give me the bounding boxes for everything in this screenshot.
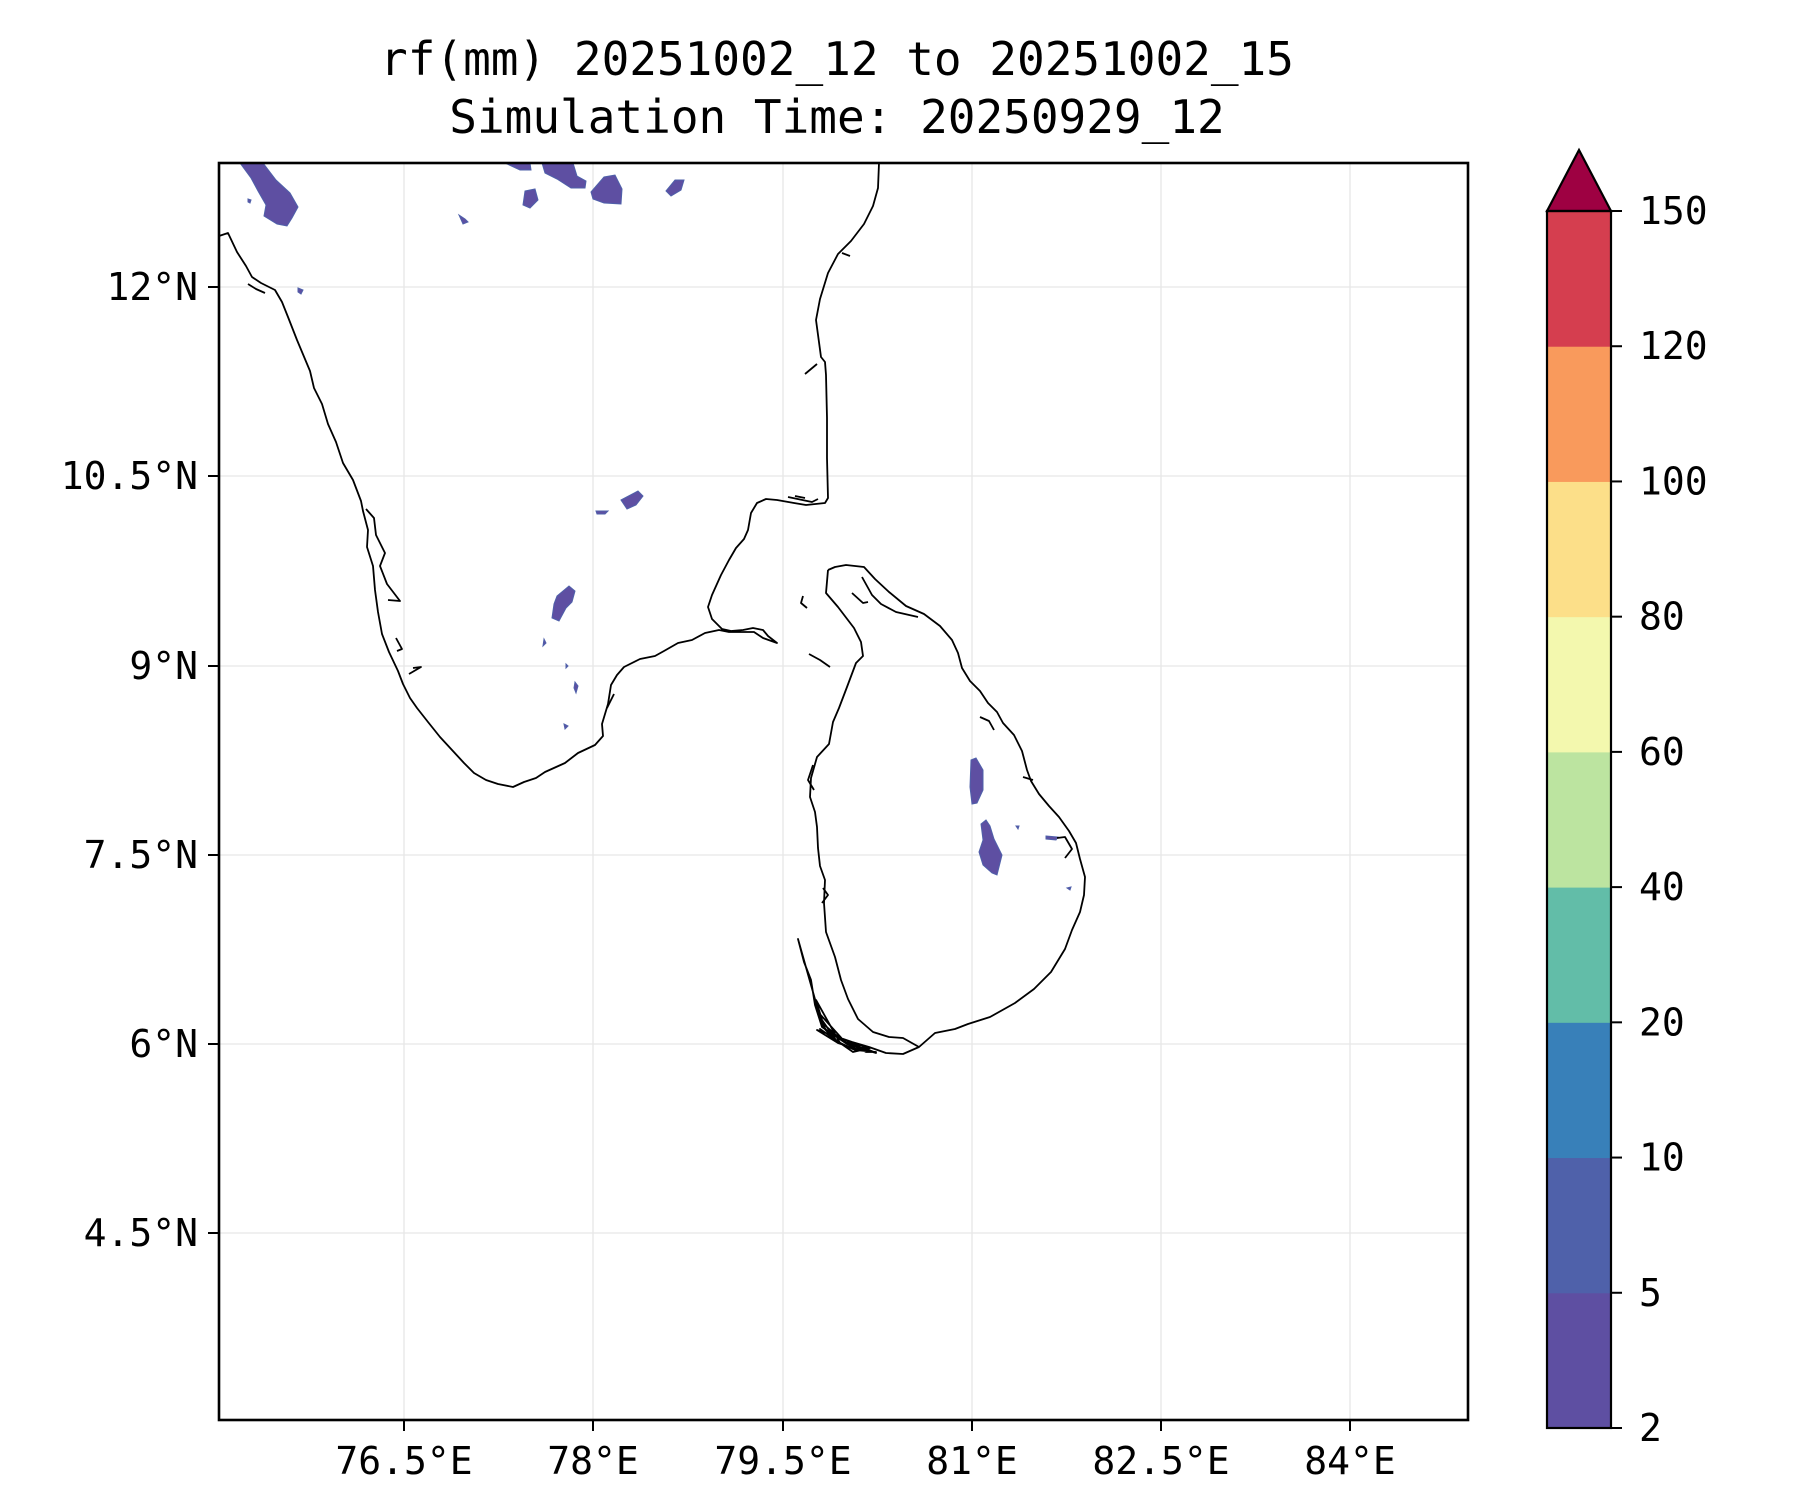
rain-cell-dot-5 [565, 662, 569, 670]
rain-cell-dot-7 [563, 723, 569, 731]
x-tick: 79.5°E [714, 1420, 852, 1483]
y-tick-label: 6°N [129, 1022, 198, 1066]
x-tick-label: 78°E [547, 1439, 639, 1483]
colorbar-extend-triangle [1545, 147, 1613, 213]
rain-cell-mid-2 [595, 510, 610, 515]
colorbar-tick-label: 150 [1639, 189, 1708, 233]
colorbar-bin-40-60 [1547, 751, 1611, 888]
x-tick: 76.5°E [335, 1420, 473, 1483]
colorbar-tick-label: 20 [1639, 1000, 1685, 1044]
rain-cell-dot-9 [1045, 835, 1059, 841]
rain-cell-dot-2 [457, 213, 469, 225]
india-coastline [218, 162, 880, 788]
x-tick-label: 79.5°E [714, 1439, 851, 1483]
sri-lanka-lagoon-5 [1056, 836, 1073, 859]
map-background [219, 163, 1468, 1420]
y-tick: 7.5°N [84, 833, 219, 877]
colorbar-bin-80-100 [1547, 481, 1611, 618]
x-tick-label: 81°E [926, 1439, 1018, 1483]
kerala-backwaters [365, 508, 401, 602]
x-tick: 82.5°E [1092, 1420, 1230, 1483]
kerala-inlet-2 [408, 666, 422, 675]
colorbar-tick-label: 100 [1639, 459, 1708, 503]
colorbar: 2 5 10 20 40 60 80 100 120 150 [1545, 147, 1708, 1450]
sri-lanka-west-lagoon [807, 764, 815, 791]
rain-cell-south-india-1 [551, 585, 576, 622]
y-tick-label: 10.5°N [61, 454, 198, 498]
sri-lanka-lagoon-2 [851, 592, 869, 604]
y-tick-label: 12°N [106, 265, 198, 309]
y-axis: 12°N 10.5°N 9°N 7.5°N 6°N 4.5°N [61, 265, 219, 1255]
rain-cell-nw-1 [239, 162, 299, 227]
rain-cell-n-1 [541, 162, 587, 189]
rain-cell-mid-1 [620, 490, 644, 510]
x-tick-label: 84°E [1304, 1439, 1396, 1483]
x-tick-label: 82.5°E [1092, 1439, 1229, 1483]
sri-lanka-west-coast [809, 569, 920, 1048]
figure-subtitle: Simulation Time: 20250929_12 [449, 90, 1224, 144]
y-tick: 6°N [129, 1022, 219, 1066]
figure-title: rf(mm) 20251002_12 to 20251002_15 [380, 32, 1294, 86]
y-tick: 9°N [129, 644, 219, 688]
islet-3 [808, 653, 831, 668]
rain-cell-n-2 [522, 188, 539, 209]
rain-cell-dot-4 [542, 637, 547, 648]
rain-cell-dot-3 [297, 287, 304, 295]
x-tick: 78°E [547, 1420, 639, 1483]
colorbar-frame [1545, 209, 1613, 1430]
colorbar-ticks: 2 5 10 20 40 60 80 100 120 150 [1611, 189, 1708, 1450]
colorbar-tick-label: 2 [1639, 1406, 1662, 1450]
islet-1 [787, 496, 819, 503]
x-tick: 81°E [926, 1420, 1018, 1483]
y-tick: 12°N [106, 265, 219, 309]
rain-cells [239, 162, 1072, 891]
sri-lanka-lagoon-3 [979, 716, 995, 731]
rain-cell-dot-6 [573, 680, 579, 695]
gulf-inlet [606, 693, 615, 709]
sri-lanka-lagoon-4 [1022, 776, 1034, 781]
rain-cell-sri-lanka-2 [978, 819, 1003, 876]
sri-lanka-west-lagoon-2 [821, 887, 829, 904]
kerala-inlet [395, 637, 403, 652]
rain-cell-dot-1 [247, 198, 252, 204]
coastlines [218, 162, 1086, 1055]
colorbar-tick-label: 40 [1639, 865, 1685, 909]
colorbar-bin-20-40 [1547, 887, 1611, 1023]
rain-cell-sri-lanka-1 [969, 757, 984, 805]
map-panel [217, 161, 1470, 1422]
colorbar-bin-10-20 [1547, 1022, 1611, 1159]
colorbar-tick-label: 80 [1639, 595, 1685, 639]
rain-cell-n-4 [665, 179, 685, 197]
colorbar-bin-120-150 [1547, 211, 1611, 347]
colorbar-tick-label: 120 [1639, 324, 1708, 368]
colorbar-tick-label: 10 [1639, 1136, 1685, 1180]
colorbar-bin-5-10 [1547, 1157, 1611, 1294]
y-tick-label: 9°N [129, 644, 198, 688]
islet-5 [841, 252, 851, 257]
rain-cell-n-3 [590, 174, 623, 205]
y-tick-label: 7.5°N [84, 833, 198, 877]
colorbar-bin-60-80 [1547, 616, 1611, 753]
colorbar-tick-label: 5 [1639, 1271, 1662, 1315]
colorbar-bin-2-5 [1547, 1292, 1611, 1429]
x-tick: 84°E [1304, 1420, 1396, 1483]
colorbar-tick-label: 60 [1639, 730, 1685, 774]
islet-2 [794, 495, 806, 499]
x-axis: 76.5°E 78°E 79.5°E 81°E 82.5°E 84°E [335, 1420, 1396, 1483]
islet-6 [804, 363, 818, 375]
y-tick-label: 4.5°N [84, 1211, 198, 1255]
rain-cell-dot-8 [1015, 825, 1020, 831]
x-tick-label: 76.5°E [335, 1439, 472, 1483]
islet-4 [800, 595, 808, 609]
y-tick: 10.5°N [61, 454, 219, 498]
map-frame [217, 161, 1470, 1422]
rain-cell-dot-10 [1065, 886, 1072, 891]
inlet-nw [247, 283, 266, 294]
y-tick: 4.5°N [84, 1211, 219, 1255]
colorbar-segments [1547, 211, 1611, 1429]
colorbar-bin-100-120 [1547, 346, 1611, 482]
sri-lanka-lagoon-1 [861, 576, 919, 618]
